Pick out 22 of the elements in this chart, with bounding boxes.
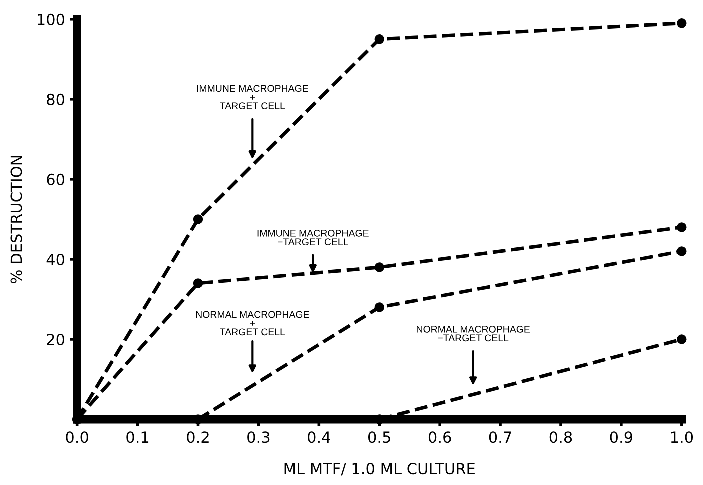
x-tick-label: 0.6 bbox=[428, 432, 452, 444]
annotation: NORMAL MACROPHAGE + TARGET CELL bbox=[196, 311, 310, 336]
x-tick-label: 0.5 bbox=[368, 432, 390, 444]
x-tick-label: 0.8 bbox=[550, 432, 572, 444]
y-tick-label: 40 bbox=[46, 254, 65, 266]
x-axis-title: ML MTF/ 1.0 ML CULTURE bbox=[284, 463, 475, 476]
y-tick-label: 100 bbox=[38, 14, 65, 26]
annotation: IMMUNE MACROPHAGE + TARGET CELL bbox=[197, 85, 308, 110]
annotation: NORMAL MACROPHAGE −TARGET CELL bbox=[417, 326, 530, 342]
y-tick-label: 60 bbox=[47, 174, 65, 186]
annotation: IMMUNE MACROPHAGE −TARGET CELL bbox=[258, 230, 369, 246]
x-tick-label: 0.2 bbox=[187, 432, 209, 444]
x-tick-label: 0.7 bbox=[489, 432, 512, 444]
x-tick-label: 0.1 bbox=[126, 432, 149, 444]
x-tick-label: 0.0 bbox=[66, 432, 88, 444]
y-tick-label: 80 bbox=[47, 94, 65, 106]
x-tick-label: 0.9 bbox=[610, 432, 633, 444]
y-tick-label: 20 bbox=[47, 334, 65, 346]
x-tick-label: 1.0 bbox=[671, 432, 694, 444]
y-axis-title: % DESTRUCTION bbox=[10, 156, 22, 284]
x-tick-label: 0.4 bbox=[308, 432, 330, 444]
x-tick-label: 0.3 bbox=[248, 432, 270, 444]
